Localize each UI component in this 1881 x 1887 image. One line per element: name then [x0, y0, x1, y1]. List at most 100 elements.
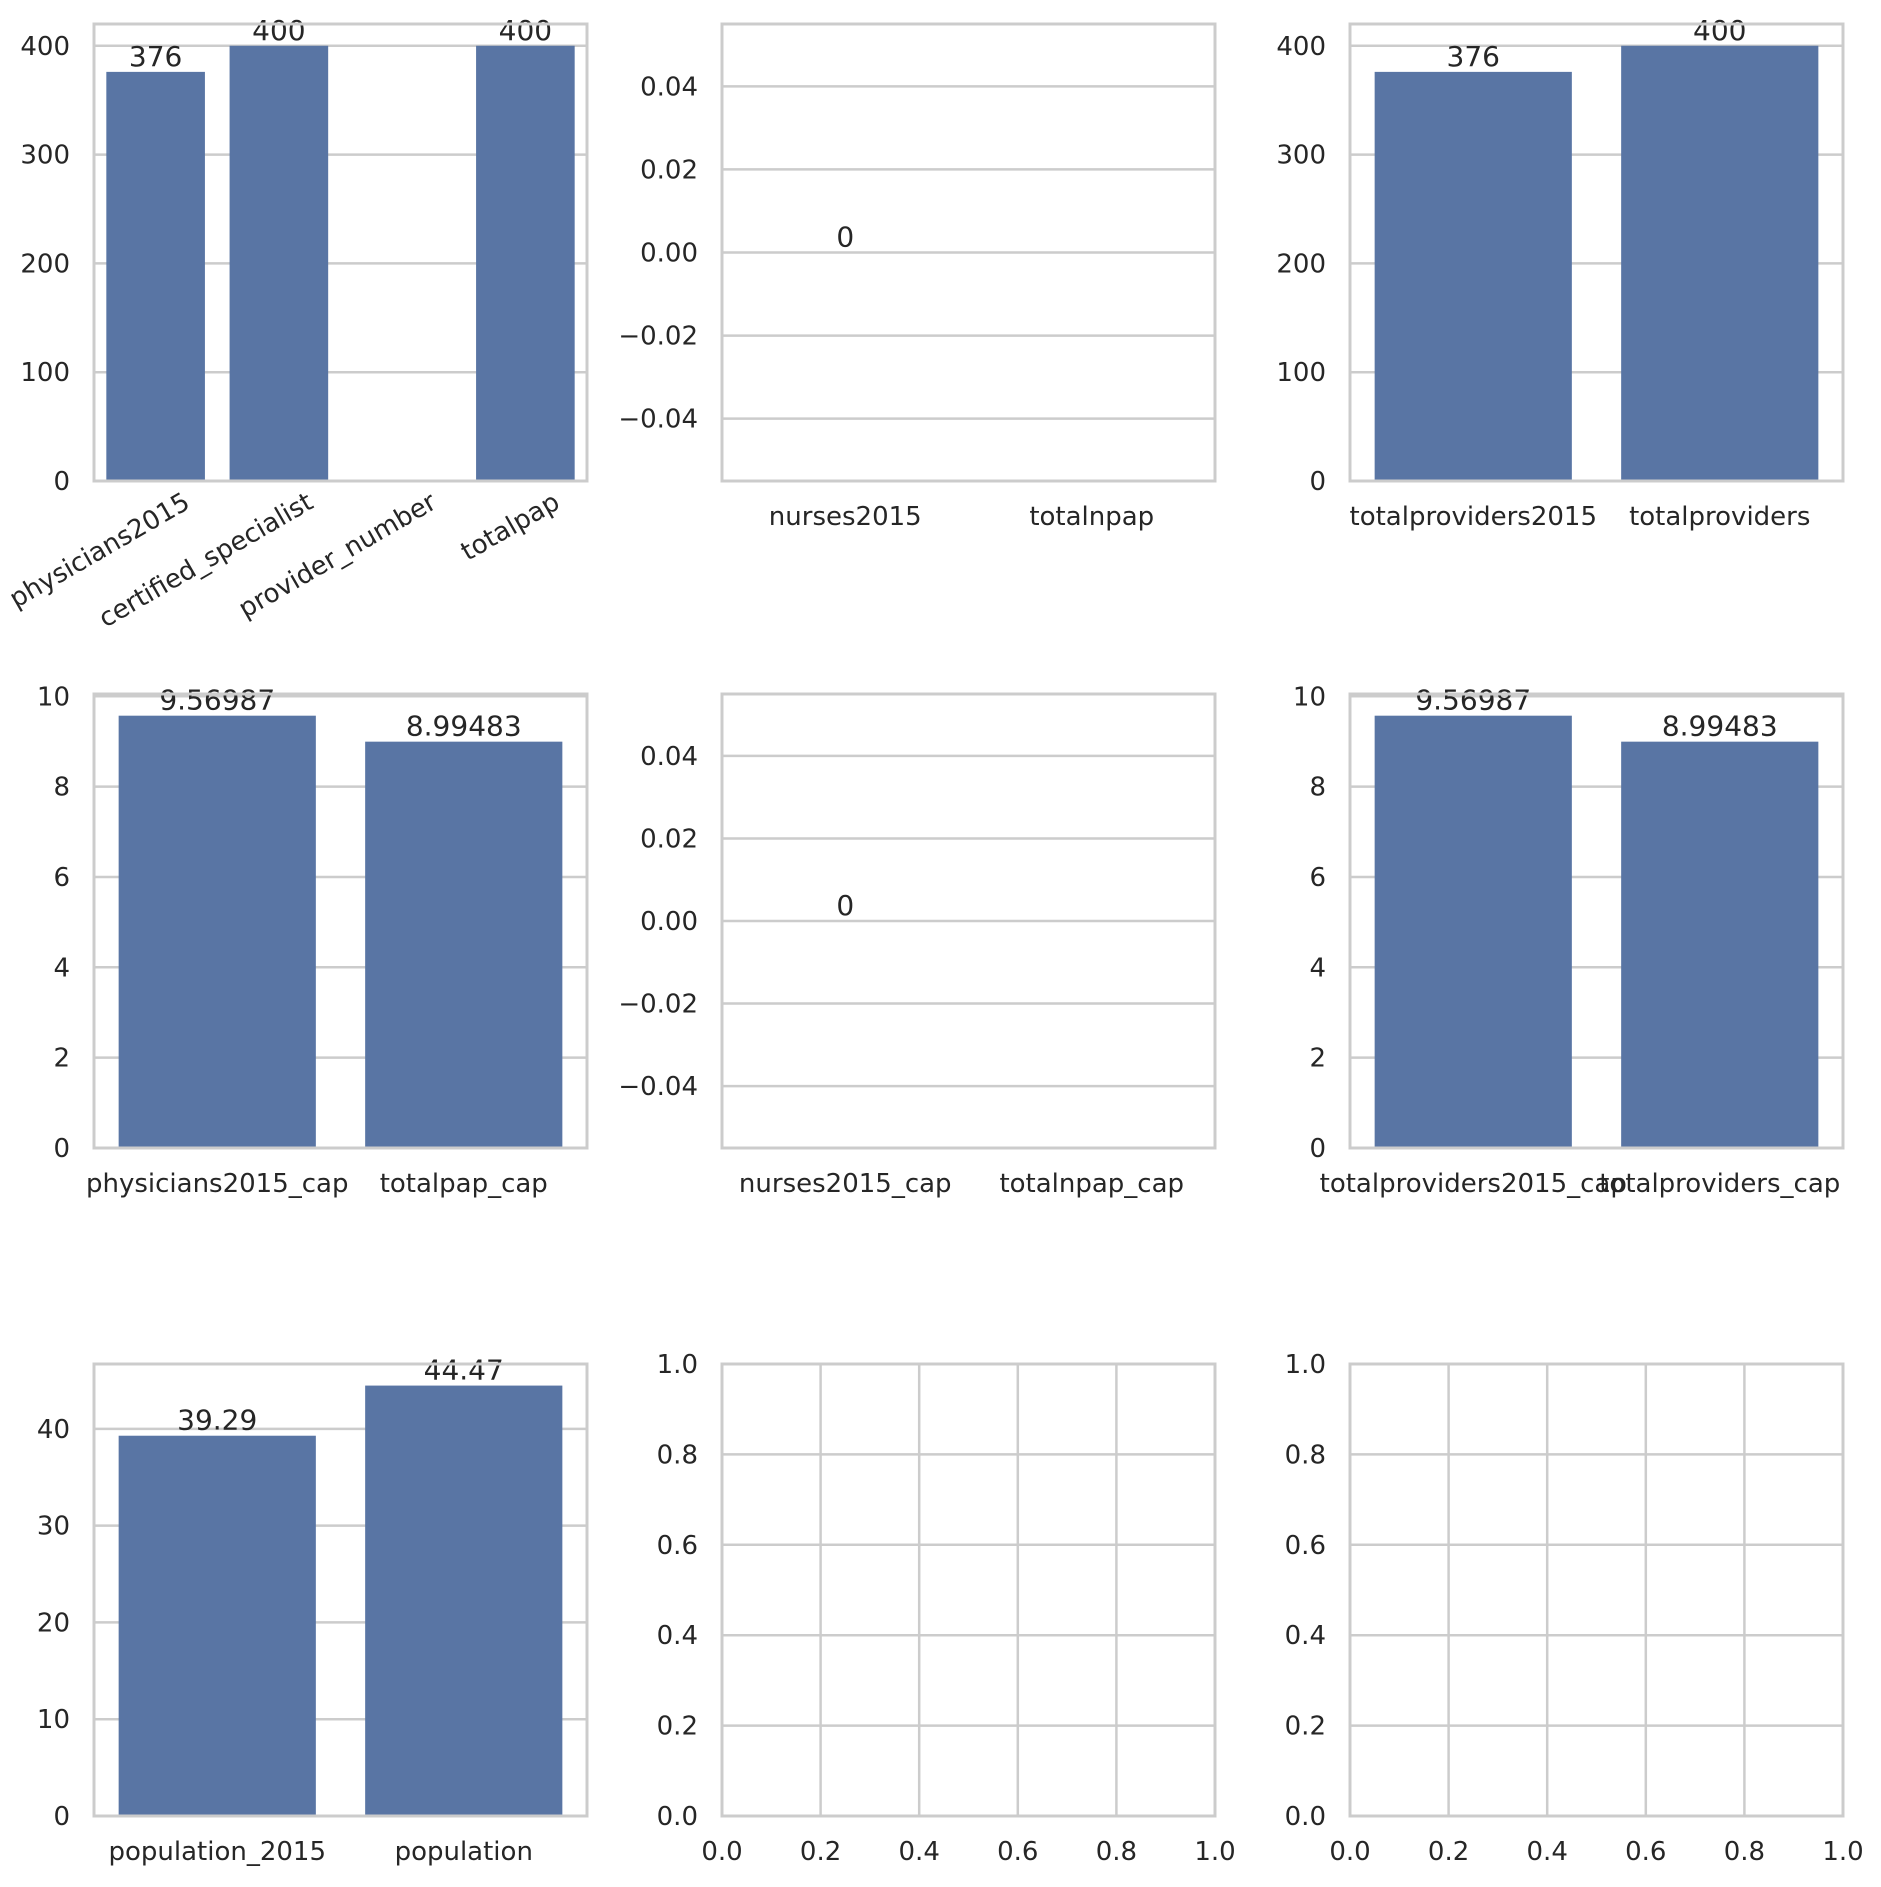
- x-tick-label: 0.0: [1329, 1837, 1370, 1867]
- bar-value-label: 0: [836, 889, 854, 922]
- y-tick-label: 0.00: [640, 907, 698, 937]
- x-tick-label: provider_number: [234, 487, 442, 625]
- y-tick-label: 400: [1276, 32, 1326, 62]
- subplot-9: 0.0 0.2 0.4 0.6 0.8 1.0 0.0 0.2 0.4 0.6 0.8 1.0: [1285, 1350, 1864, 1867]
- y-tick-label: 1.0: [1285, 1350, 1326, 1380]
- y-tick-label: 10: [37, 1705, 70, 1735]
- bar-value-label: 400: [1693, 14, 1746, 47]
- y-tick-label: 400: [20, 32, 70, 62]
- y-tick-label: 0.4: [657, 1621, 698, 1651]
- axes-frame: [92, 1362, 589, 1818]
- subplot-4: 0 2 4 6 8 10 9.56987 physicians2015_cap 8.99483 t…: [37, 682, 589, 1199]
- y-tick-label: 2: [1309, 1044, 1326, 1074]
- subplot-3: 0 100 200 300 400 376 totalproviders2015 400 tot…: [1276, 14, 1845, 532]
- x-tick-label: 0.0: [701, 1837, 742, 1867]
- bar-value-label: 376: [129, 40, 182, 73]
- y-tick-label: 8: [53, 773, 70, 803]
- x-tick-label: population: [395, 1837, 533, 1867]
- y-tick-label: 200: [20, 249, 70, 279]
- y-tick-label: 0.04: [640, 72, 698, 102]
- subplot-7: 0 10 20 30 40 39.29 population_2015 44.47 popula…: [37, 1354, 589, 1867]
- y-tick-label: 200: [1276, 249, 1326, 279]
- x-tick-label: 0.2: [800, 1837, 841, 1867]
- y-tick-label: 0.6: [1285, 1531, 1326, 1561]
- y-tick-label: 100: [1276, 358, 1326, 388]
- y-tick-label: 0: [53, 1134, 70, 1164]
- y-tick-label: 6: [53, 863, 70, 893]
- x-tick-label: nurses2015: [769, 502, 922, 532]
- axes-frame: [1348, 692, 1845, 1150]
- bar-value-label: 44.47: [424, 1354, 504, 1387]
- y-tick-label: 8: [1309, 773, 1326, 803]
- axes-frame: [720, 1362, 1217, 1818]
- axes-frame: [1348, 1362, 1845, 1818]
- bar-physicians2015_cap: [118, 715, 316, 1148]
- subplot-8: 0.0 0.2 0.4 0.6 0.8 1.0 0.0 0.2 0.4 0.6 0.8 1.0: [657, 1350, 1236, 1867]
- y-tick-label: 1.0: [657, 1350, 698, 1380]
- x-tick-label: totalnpap: [1029, 502, 1154, 532]
- x-tick-label: 0.8: [1724, 1837, 1765, 1867]
- bar-value-label: 9.56987: [1415, 684, 1531, 717]
- x-tick-label: totalproviders: [1629, 502, 1810, 532]
- y-tick-label: 0.8: [657, 1440, 698, 1470]
- x-tick-label: 0.6: [997, 1837, 1038, 1867]
- y-tick-label: 40: [37, 1415, 70, 1445]
- axes-frame: [92, 692, 589, 1150]
- x-tick-label: 0.6: [1625, 1837, 1666, 1867]
- axes-frame: [92, 22, 589, 483]
- y-tick-label: −0.04: [618, 1072, 698, 1102]
- bar-certified_specialist: [229, 45, 329, 482]
- y-tick-label: 6: [1309, 863, 1326, 893]
- bar-value-label: 0: [836, 221, 854, 254]
- y-tick-label: 0.02: [640, 824, 698, 854]
- bar-totalpap_cap: [365, 741, 563, 1148]
- y-tick-label: 300: [20, 141, 70, 171]
- bar-population: [365, 1385, 563, 1816]
- y-tick-label: 0.02: [640, 155, 698, 185]
- y-tick-label: 0: [53, 467, 70, 497]
- y-tick-label: 0.2: [1285, 1712, 1326, 1742]
- y-tick-label: 10: [37, 682, 70, 712]
- x-tick-label: 0.4: [1527, 1837, 1568, 1867]
- x-tick-label: population_2015: [108, 1837, 326, 1867]
- bar-value-label: 39.29: [177, 1404, 257, 1437]
- x-tick-label: 0.8: [1096, 1837, 1137, 1867]
- y-tick-label: 0.0: [1285, 1802, 1326, 1832]
- y-tick-label: 0.2: [657, 1712, 698, 1742]
- subplot-2: −0.04 −0.02 0.00 0.02 0.04 0 nurses2015 totalnp…: [618, 22, 1217, 532]
- bar-totalproviders2015: [1374, 71, 1572, 481]
- y-tick-label: 0.8: [1285, 1440, 1326, 1470]
- y-tick-label: 0.04: [640, 742, 698, 772]
- y-tick-label: 0.00: [640, 239, 698, 269]
- axes-frame: [1348, 22, 1845, 483]
- bar-value-label: 400: [252, 14, 305, 47]
- x-tick-label: 1.0: [1822, 1837, 1863, 1867]
- x-tick-label: 0.4: [899, 1837, 940, 1867]
- bar-value-label: 8.99483: [406, 710, 522, 743]
- bar-totalproviders_cap: [1621, 741, 1819, 1148]
- y-tick-label: 300: [1276, 141, 1326, 171]
- y-tick-label: 2: [53, 1044, 70, 1074]
- y-tick-label: 0: [53, 1802, 70, 1832]
- y-tick-label: 0.0: [657, 1802, 698, 1832]
- y-tick-label: 4: [1309, 953, 1326, 983]
- x-tick-label: totalproviders2015_cap: [1320, 1169, 1627, 1199]
- y-tick-label: −0.02: [618, 990, 698, 1020]
- subplot-6: 0 2 4 6 8 10 9.56987 totalproviders2015_cap 8.99…: [1293, 682, 1845, 1199]
- y-tick-label: 0: [1309, 1134, 1326, 1164]
- bar-totalproviders: [1621, 45, 1819, 482]
- bar-physicians2015: [106, 71, 205, 481]
- bar-value-label: 376: [1447, 40, 1500, 73]
- bar-value-label: 400: [499, 14, 552, 47]
- bar-population_2015: [118, 1435, 316, 1816]
- bar-totalproviders2015_cap: [1374, 715, 1572, 1148]
- axes-frame: [720, 22, 1217, 483]
- y-tick-label: 0.6: [657, 1531, 698, 1561]
- axes-frame: [720, 692, 1217, 1150]
- x-tick-label: totalpap_cap: [380, 1169, 548, 1199]
- x-tick-label: totalnpap_cap: [999, 1169, 1184, 1199]
- subplot-5: −0.04 −0.02 0.00 0.02 0.04 0 nurses2015_cap tot…: [618, 692, 1217, 1199]
- x-tick-label: certified_specialist: [94, 487, 319, 634]
